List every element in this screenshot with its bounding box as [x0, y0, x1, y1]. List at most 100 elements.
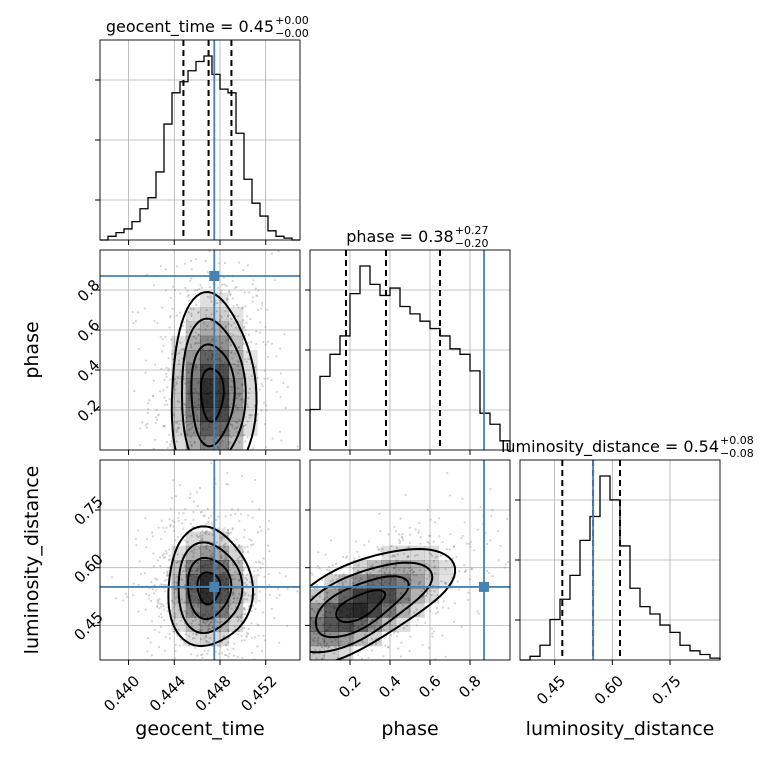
scatter-point: [191, 619, 194, 623]
scatter-point: [240, 397, 243, 400]
contour-level-3: [310, 547, 457, 660]
scatter-point: [322, 598, 325, 601]
scatter-point: [189, 663, 191, 665]
scatter-point: [176, 575, 179, 578]
scatter-point: [160, 605, 163, 608]
scatter-point: [354, 577, 357, 580]
scatter-point: [208, 250, 211, 253]
scatter-point: [154, 577, 157, 580]
scatter-point: [240, 217, 242, 219]
scatter-point: [208, 623, 211, 626]
scatter-point: [273, 617, 276, 620]
scatter-point: [208, 549, 211, 553]
scatter-point: [164, 590, 167, 593]
scatter-point: [234, 352, 237, 355]
scatter-point: [181, 578, 184, 581]
scatter-point: [174, 495, 177, 498]
scatter-point: [358, 555, 361, 558]
scatter-point: [229, 531, 233, 534]
scatter-point: [196, 535, 200, 539]
scatter-point: [407, 554, 410, 558]
scatter-point: [154, 363, 157, 366]
scatter-point: [279, 694, 281, 696]
scatter-point: [284, 621, 286, 623]
scatter-point: [249, 645, 251, 647]
scatter-point: [183, 610, 187, 613]
scatter-point: [264, 343, 267, 346]
scatter-point: [400, 535, 403, 538]
density-cell: [381, 617, 397, 632]
scatter-point: [499, 544, 502, 548]
scatter-point: [269, 454, 271, 456]
scatter-point: [220, 291, 223, 294]
scatter-point: [229, 543, 232, 547]
scatter-point: [306, 643, 308, 645]
scatter-point: [171, 494, 173, 496]
scatter-point: [385, 568, 388, 571]
scatter-point: [234, 549, 237, 552]
scatter-point: [183, 564, 186, 567]
scatter-point: [204, 545, 207, 549]
scatter-point: [301, 609, 303, 611]
scatter-point: [198, 535, 201, 538]
scatter-point: [191, 471, 193, 473]
scatter-point: [277, 609, 279, 611]
scatter-point: [188, 635, 191, 638]
scatter-point: [196, 427, 200, 430]
scatter-point: [402, 570, 405, 573]
scatter-point: [338, 676, 340, 678]
scatter-point: [183, 262, 187, 265]
scatter-point: [246, 436, 249, 439]
scatter-point: [189, 607, 192, 610]
scatter-point: [233, 427, 236, 431]
scatter-point: [244, 577, 247, 580]
scatter-point: [168, 398, 171, 401]
scatter-point: [175, 596, 178, 599]
scatter-point: [165, 570, 169, 573]
scatter-point: [198, 342, 202, 345]
scatter-point: [201, 537, 204, 540]
scatter-point: [424, 569, 427, 572]
scatter-point: [174, 616, 177, 620]
scatter-point: [240, 639, 243, 642]
scatter-point: [256, 645, 259, 648]
scatter-point: [204, 437, 207, 440]
scatter-point: [235, 303, 239, 307]
contour-level-1: [190, 343, 236, 448]
scatter-point: [164, 636, 167, 639]
density-cell: [214, 378, 230, 394]
scatter-point: [223, 546, 226, 549]
scatter-point: [205, 619, 208, 622]
scatter-point: [188, 299, 191, 302]
scatter-point: [473, 549, 476, 552]
scatter-point: [261, 385, 264, 388]
scatter-point: [248, 413, 251, 417]
scatter-point: [137, 583, 140, 587]
scatter-point: [294, 651, 296, 653]
scatter-point: [159, 564, 162, 568]
density-cell: [395, 545, 411, 561]
scatter-point: [295, 665, 297, 667]
scatter-point: [151, 588, 154, 591]
scatter-point: [170, 495, 172, 497]
scatter-point: [225, 284, 228, 287]
scatter-point: [176, 400, 179, 403]
scatter-point: [387, 618, 390, 621]
scatter-point: [451, 557, 455, 560]
scatter-point: [233, 362, 236, 365]
scatter-point: [134, 453, 136, 455]
scatter-point: [198, 547, 201, 550]
scatter-point: [241, 656, 244, 659]
scatter-point: [390, 634, 393, 637]
scatter-point: [235, 426, 238, 429]
scatter-point: [431, 554, 434, 557]
scatter-point: [177, 560, 180, 563]
scatter-point: [170, 497, 174, 500]
density-cell: [171, 545, 187, 561]
scatter-point: [197, 562, 200, 565]
scatter-point: [504, 563, 507, 566]
scatter-point: [206, 338, 209, 341]
scatter-point: [522, 526, 524, 528]
scatter-point: [311, 607, 314, 610]
scatter-point: [403, 567, 406, 571]
